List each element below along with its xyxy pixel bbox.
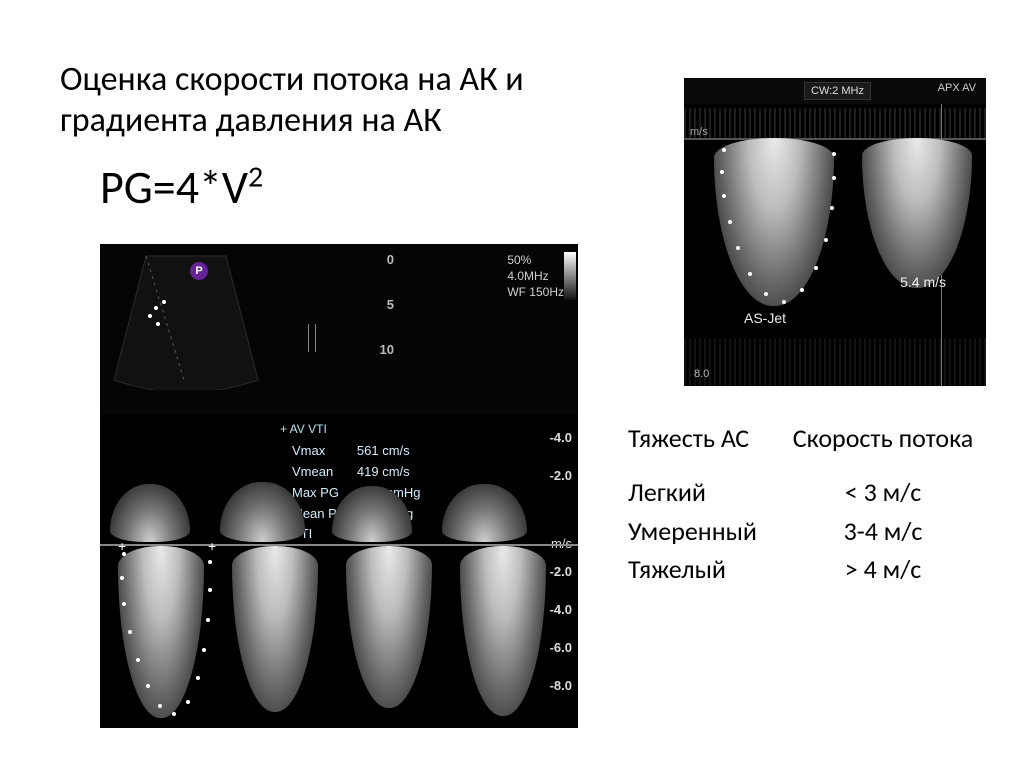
scale-tick: -4.0 <box>550 430 572 468</box>
axis-tick: 5 <box>380 297 394 312</box>
depth-axis: 0 5 10 <box>380 252 394 387</box>
cross-marker-icon: + <box>118 538 126 554</box>
scale-tick: -6.0 <box>550 640 572 678</box>
scale-gap <box>550 506 572 564</box>
flow-hump <box>110 484 190 542</box>
depth-marker-icon <box>308 324 316 352</box>
formula-exponent: 2 <box>248 158 263 195</box>
info-line: 4.0MHz <box>507 268 564 284</box>
avvti-header: + AV VTI <box>280 422 327 436</box>
cell: Vmax <box>292 442 355 461</box>
flow-hump <box>442 484 527 542</box>
header-cell: Скорость потока <box>778 420 988 474</box>
scale-tick: -4.0 <box>550 602 572 640</box>
axis-tick: 0 <box>380 252 394 267</box>
sector-scan-icon <box>106 250 266 390</box>
peak-velocity: 5.4 m/s <box>900 274 946 290</box>
doppler-envelope <box>346 546 432 708</box>
formula-base: PG=4*V <box>100 160 248 216</box>
table-header-row: Тяжесть АС Скорость потока <box>628 420 988 474</box>
velocity-scale: -4.0 -2.0 -2.0 -4.0 -6.0 -8.0 <box>550 430 572 716</box>
probe-badge: P <box>190 262 208 280</box>
doppler-envelope <box>862 138 972 288</box>
cross-marker-icon: + <box>208 538 216 554</box>
cell: Vmean <box>292 463 355 482</box>
doppler-envelope <box>232 546 318 712</box>
cell: > 4 м/с <box>778 551 988 589</box>
cell: Легкий <box>628 474 778 512</box>
axis-tick: 10 <box>380 342 394 357</box>
scale-tick: -8.0 <box>550 678 572 716</box>
info-line: WF 150Hz <box>507 284 564 300</box>
header-cell: Тяжесть АС <box>628 420 778 474</box>
scan-info: 50% 4.0MHz WF 150Hz <box>507 252 564 301</box>
asjet-label: AS-Jet <box>744 310 786 326</box>
doppler-envelope <box>714 138 834 306</box>
cell: < 3 м/с <box>778 474 988 512</box>
cell: 3-4 м/с <box>778 513 988 551</box>
doppler-envelope <box>460 546 546 716</box>
cw-label: CW:2 MHz <box>804 82 871 100</box>
table-row: Vmean419 cm/s <box>292 463 429 482</box>
cell: Тяжелый <box>628 551 778 589</box>
info-line: 50% <box>507 252 564 268</box>
cell: 561 cm/s <box>357 442 429 461</box>
table-row: Тяжелый> 4 м/с <box>628 551 988 589</box>
slide-title: Оценка скорости потока на АК и градиента… <box>60 60 660 142</box>
noise-band <box>684 338 986 386</box>
bmode-region: P <box>100 244 578 414</box>
table-row: Умеренный3-4 м/с <box>628 513 988 551</box>
doppler-panel-right: CW:2 MHz APX AV m/s 5.4 m/s AS-Jet <box>684 78 986 386</box>
noise-band <box>684 108 986 138</box>
table-row: Легкий< 3 м/с <box>628 474 988 512</box>
scale-bottom: 8.0 <box>694 368 709 380</box>
scale-tick: -2.0 <box>550 468 572 506</box>
scale-tick: -2.0 <box>550 564 572 602</box>
grayscale-bar-icon <box>564 252 576 300</box>
severity-table: Тяжесть АС Скорость потока Легкий< 3 м/с… <box>628 420 988 590</box>
doppler-panel-left: P 0 5 10 50% 4.0MHz WF 150Hz + AV VTI Vm… <box>100 244 578 728</box>
apx-label: APX AV <box>938 82 976 94</box>
cell: Умеренный <box>628 513 778 551</box>
cell: 419 cm/s <box>357 463 429 482</box>
table-row: Vmax561 cm/s <box>292 442 429 461</box>
